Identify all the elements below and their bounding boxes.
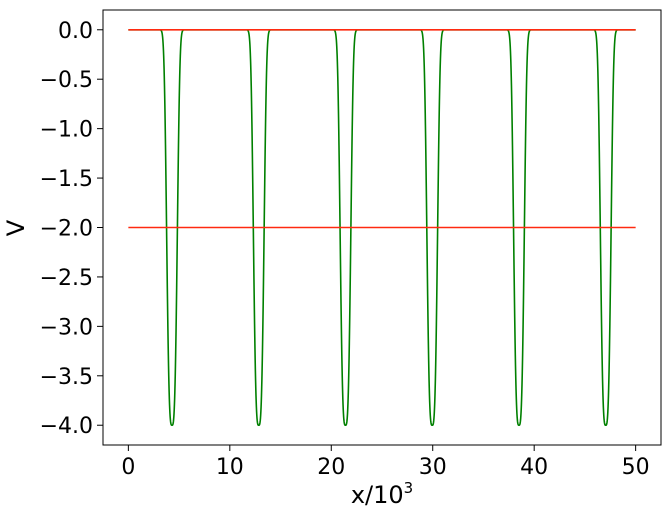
y-tick-label: −1.5 bbox=[40, 167, 93, 192]
x-tick-label: 20 bbox=[317, 455, 345, 480]
series-layer bbox=[128, 28, 636, 427]
y-tick-label: −1.0 bbox=[40, 118, 93, 143]
x-axis-label-base: x/10 bbox=[351, 481, 404, 509]
x-axis-label-exponent: 3 bbox=[404, 479, 414, 497]
x-tick-label: 30 bbox=[419, 455, 447, 480]
x-axis-label: x/103 bbox=[351, 479, 413, 509]
y-axis-ticks: 0.0 −0.5 −1.0 −1.5 −2.0 −2.5 −3.0 −3.5 −4.0 bbox=[40, 19, 103, 439]
x-tick-label: 10 bbox=[216, 455, 244, 480]
y-tick-label: −2.5 bbox=[40, 266, 93, 291]
x-tick-label: 40 bbox=[520, 455, 548, 480]
y-tick-label: −0.5 bbox=[40, 68, 93, 93]
y-tick-label: −4.0 bbox=[40, 414, 93, 439]
y-tick-label: −3.0 bbox=[40, 315, 93, 340]
x-tick-label: 0 bbox=[121, 455, 135, 480]
x-axis-ticks: 0 10 20 30 40 50 bbox=[121, 445, 650, 480]
y-tick-label: −3.5 bbox=[40, 365, 93, 390]
x-tick-label: 50 bbox=[622, 455, 650, 480]
y-tick-label: −2.0 bbox=[40, 217, 93, 242]
y-tick-label: 0.0 bbox=[58, 19, 93, 44]
y-axis-label: V bbox=[2, 219, 30, 236]
